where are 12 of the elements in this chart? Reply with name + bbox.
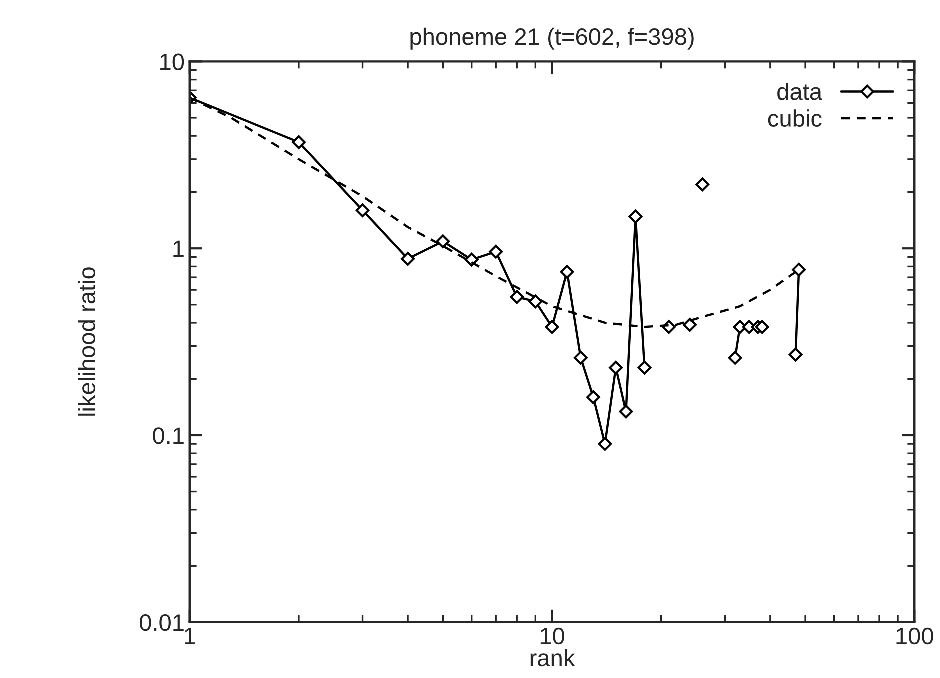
chart-title: phoneme 21 (t=602, f=398) <box>410 28 694 50</box>
x-axis-title: rank <box>530 649 576 667</box>
y-tick-label: 10 <box>160 54 184 70</box>
legend-label: data <box>778 82 823 100</box>
legend-label: cubic <box>768 110 822 128</box>
y-tick-label: 1 <box>174 240 184 258</box>
x-tick-label: 100 <box>896 628 934 645</box>
y-tick-label: 0.1 <box>153 428 184 444</box>
y-tick-label: 0.01 <box>140 614 184 632</box>
x-tick-label: 1 <box>185 628 196 644</box>
x-tick-label: 10 <box>540 628 564 645</box>
y-axis-title: likelihood ratio <box>78 268 96 416</box>
